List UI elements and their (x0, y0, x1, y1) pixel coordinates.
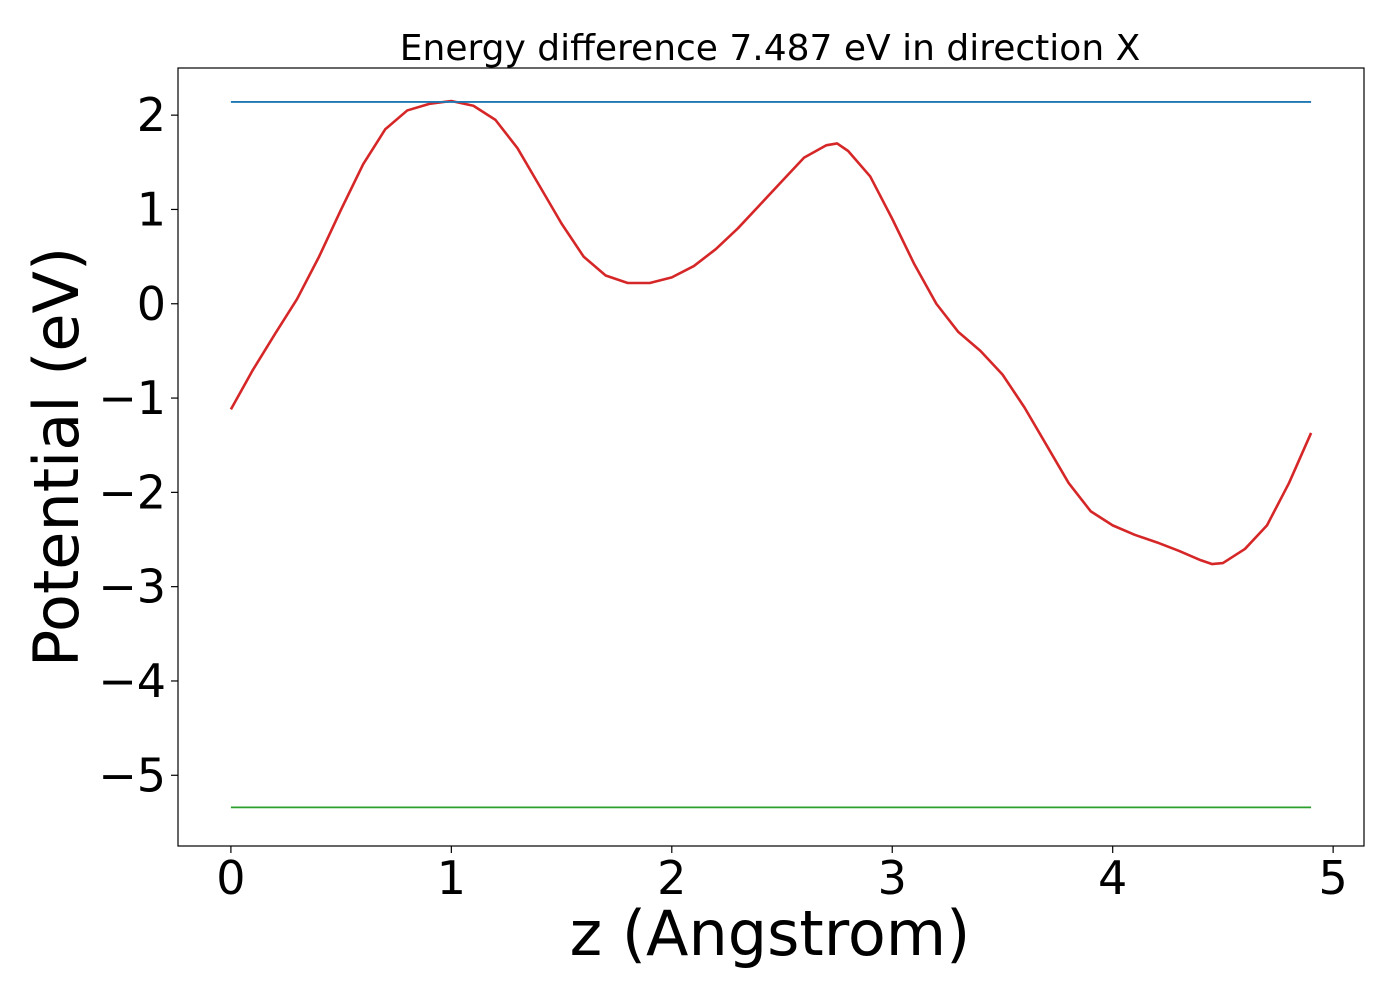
y-tick-label: −5 (98, 748, 166, 802)
x-tick-label: 3 (878, 851, 907, 905)
y-axis: 2 1 0 −1 −2 −3 −4 −5 (98, 88, 178, 802)
y-tick-label: −2 (98, 465, 166, 519)
x-tick-label: 1 (437, 851, 466, 905)
y-tick-label: −4 (98, 654, 166, 708)
y-tick-label: 0 (137, 277, 166, 331)
y-tick-label: 1 (137, 182, 166, 236)
x-tick-label: 5 (1318, 851, 1347, 905)
plot-area-frame (177, 67, 1365, 847)
x-tick-label: 2 (657, 851, 686, 905)
x-axis: 0 1 2 3 4 5 (216, 846, 1348, 905)
x-axis-label: z (Angstrom) (570, 897, 971, 970)
x-tick-label: 4 (1098, 851, 1127, 905)
series-line-0 (229, 99, 1313, 566)
series-layer (229, 99, 1313, 809)
x-tick-label: 0 (216, 851, 245, 905)
y-tick-label: −3 (98, 560, 166, 614)
y-axis-label: Potential (eV) (20, 247, 93, 667)
y-tick-label: −1 (98, 371, 166, 425)
y-tick-label: 2 (137, 88, 166, 142)
chart-title: Energy difference 7.487 eV in direction … (400, 28, 1141, 69)
